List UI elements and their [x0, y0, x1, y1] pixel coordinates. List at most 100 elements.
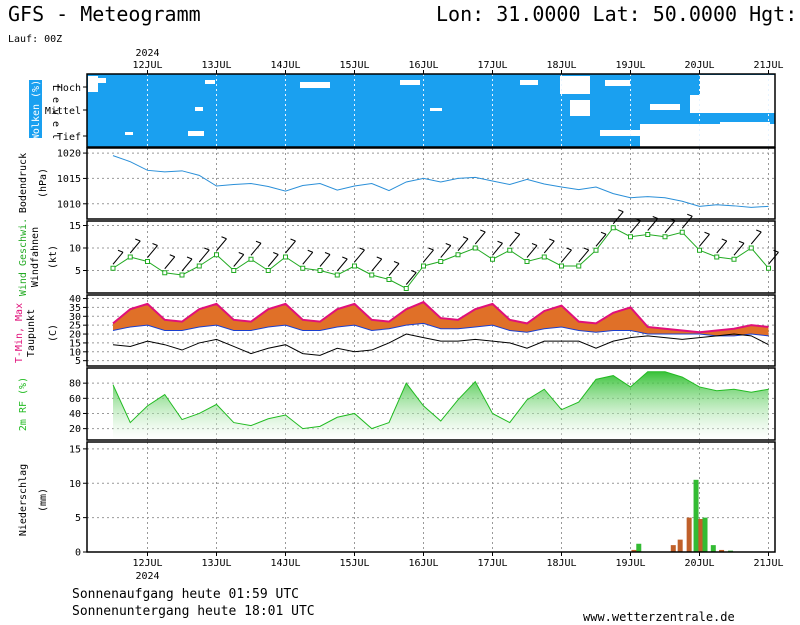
wind-barb — [405, 272, 417, 285]
y-tick-label-wind: 15 — [69, 221, 81, 232]
wind-barb — [509, 233, 521, 247]
wind-barb — [233, 254, 245, 267]
cloud-gap — [400, 80, 420, 85]
wind-barb — [423, 249, 434, 263]
cloud-level-axis-label: L e v e l — [50, 85, 61, 139]
cloud-gap — [205, 80, 215, 84]
wind-barb-flag — [273, 252, 279, 255]
wind-barb-flag — [497, 240, 503, 244]
wind-barb-flag — [152, 243, 158, 246]
wind-barb-flag — [393, 261, 400, 264]
sunrise-text: Sonnenaufgang heute 01:59 UTC — [72, 587, 299, 602]
wind-speed-point — [593, 247, 599, 253]
wind-speed-point — [110, 265, 116, 271]
y-tick-label-temperature: 20 — [69, 330, 81, 341]
wind-barb-flag — [204, 247, 210, 251]
wind-speed-point — [472, 245, 478, 251]
y-tick-label-humidity: 60 — [69, 394, 81, 405]
wind-barb — [526, 245, 538, 258]
y-tick-label-precip: 5 — [75, 513, 81, 524]
y-tick-label-pressure: 1020 — [57, 149, 81, 160]
y-tick-label-temperature: 10 — [69, 347, 81, 358]
panel-precip-frame — [86, 441, 776, 553]
wind-barb-flag — [324, 252, 331, 255]
wind-speed-point — [196, 263, 202, 269]
wind-barb-flag — [342, 256, 348, 260]
wind-speed-point — [162, 270, 168, 276]
model-run-label: Lauf: 00Z — [8, 34, 63, 45]
x-tick-bottom-21JUL: 21JUL — [753, 558, 783, 569]
x-tick-top-20JUL: 20JUL — [684, 60, 714, 71]
cloud-level-Mittel: Mittel — [45, 106, 81, 117]
wind-barb — [147, 245, 158, 258]
wind-barb-flag — [376, 256, 382, 260]
wind-speed-point — [179, 272, 185, 278]
wind-barb — [371, 258, 383, 272]
wind-speed-point — [748, 245, 754, 251]
cloud-gap — [700, 75, 775, 95]
y-tick-label-humidity: 20 — [69, 424, 81, 435]
cloud-gap — [570, 100, 590, 116]
wind-barb-flag — [221, 236, 227, 240]
wind-barb-axis-label: Windfahnen — [30, 227, 41, 287]
sunset-text: Sonnenuntergang heute 18:01 UTC — [72, 604, 315, 619]
wind-unit-label: (kt) — [48, 245, 59, 269]
source-link[interactable]: www.wetterzentrale.de — [583, 610, 735, 624]
precip-bar — [631, 549, 637, 552]
wind-barb-flag — [756, 229, 762, 233]
panel-wind-frame — [86, 220, 776, 294]
y-tick-label-humidity: 40 — [69, 409, 81, 420]
wind-barb — [457, 238, 469, 252]
cloud-gap — [560, 76, 590, 94]
wind-barb-flag — [687, 213, 693, 217]
panel-temperature-frame — [86, 294, 776, 367]
x-tick-bottom-13JUL: 13JUL — [201, 558, 231, 569]
wind-barb — [630, 220, 641, 234]
y-tick-label-temperature: 25 — [69, 321, 81, 332]
wind-speed-point — [386, 277, 392, 282]
x-tick-top-16JUL: 16JUL — [408, 60, 438, 71]
wind-barb — [267, 254, 279, 267]
wind-barb — [561, 249, 572, 263]
wind-barb-flag — [290, 238, 296, 242]
x-tick-bottom-17JUL: 17JUL — [477, 558, 507, 569]
y-tick-label-pressure: 1010 — [57, 199, 81, 210]
year-label-bottom: 2024 — [135, 571, 159, 582]
wind-barb — [129, 240, 141, 254]
wind-barb — [595, 233, 607, 247]
y-tick-label-wind: 5 — [75, 266, 81, 277]
wind-barb-flag — [238, 252, 244, 255]
wind-barb — [440, 245, 452, 258]
y-tick-label-temperature: 30 — [69, 312, 81, 323]
wind-speed-point — [628, 234, 633, 240]
panel-pressure-bg — [87, 148, 775, 219]
y-tick-label-precip: 10 — [69, 479, 81, 490]
wind-barb-flag — [583, 247, 589, 251]
wind-barb-flag — [480, 229, 486, 233]
wind-speed-point — [231, 268, 237, 273]
wind-speed-point — [766, 265, 771, 271]
x-tick-bottom-15JUL: 15JUL — [339, 558, 369, 569]
y-tick-label-temperature: 35 — [69, 303, 81, 314]
y-tick-label-precip: 0 — [75, 548, 81, 559]
wind-barb-flag — [738, 240, 745, 244]
wind-barb-flag — [721, 238, 727, 242]
chart-title: GFS - Meteogramm — [8, 2, 201, 26]
humidity-axis-label: 2m RF (%) — [18, 377, 29, 431]
wind-speed-point — [317, 268, 323, 273]
wind-barb-flag — [411, 270, 417, 273]
wind-barb-flag — [566, 247, 572, 251]
cloud-gap — [300, 82, 330, 88]
wind-speed-point — [283, 254, 288, 260]
year-label-top: 2024 — [135, 48, 159, 59]
wind-speed-point — [403, 286, 409, 291]
wind-barb — [664, 220, 676, 234]
wind-barb — [750, 231, 762, 245]
cloud-gap — [195, 107, 203, 111]
wind-barb — [733, 242, 745, 256]
wind-speed-point — [455, 252, 461, 258]
wind-barb-flag — [135, 238, 141, 242]
pressure-axis-label: Bodendruck — [18, 153, 29, 213]
panel-pressure-frame — [86, 147, 776, 220]
wind-barb-flag — [652, 216, 658, 219]
